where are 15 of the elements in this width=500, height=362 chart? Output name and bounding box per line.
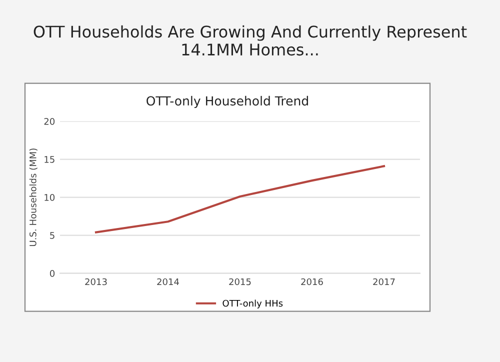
x-tick-label: 2017 [373, 278, 395, 286]
chart-subtitle: OTT-only Household Trend [146, 96, 308, 108]
y-tick-label: 0 [50, 270, 55, 277]
x-tick-label: 2015 [229, 278, 251, 286]
y-tick-label: 5 [50, 232, 54, 239]
y-tick-label: 10 [44, 194, 55, 201]
y-tick-label: 20 [44, 118, 55, 125]
x-tick-label: 2014 [157, 278, 179, 286]
chart-title: OTT Households Are Growing And Currently Represent 14.1MM Homes... [34, 25, 467, 56]
x-tick-label: 2013 [85, 278, 107, 286]
y-tick-label: 15 [44, 156, 54, 163]
x-tick-label: 2016 [301, 278, 323, 286]
y-axis-title: U.S. Households (MM) [29, 148, 38, 246]
legend-label: OTT-only HHs [222, 300, 283, 308]
line-series [94, 165, 386, 234]
